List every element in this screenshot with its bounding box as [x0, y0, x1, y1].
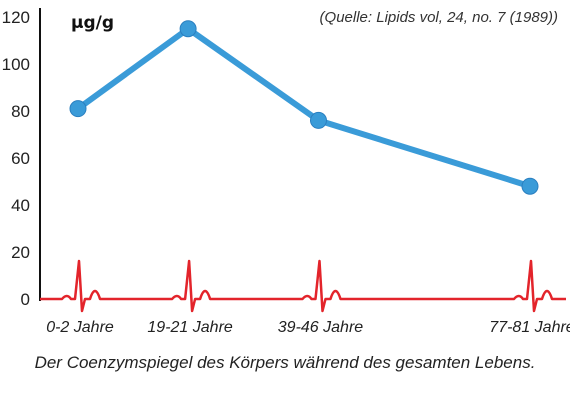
data-point [521, 177, 539, 195]
x-tick-label: 77-81 Jahre [489, 319, 570, 336]
data-point [179, 20, 197, 38]
y-tick-label: 100 [2, 55, 30, 74]
y-axis-unit-label: µg/g [71, 13, 114, 33]
y-tick-label: 80 [11, 102, 30, 121]
y-tick-label: 0 [21, 290, 30, 309]
chart-caption: Der Coenzymspiegel des Körpers während d… [34, 353, 536, 372]
x-tick-label: 39-46 Jahre [278, 319, 363, 336]
y-tick-label: 40 [11, 196, 30, 215]
y-tick-label: 60 [11, 149, 30, 168]
series-line [75, 25, 533, 190]
x-axis-tick-labels: 0-2 Jahre 19-21 Jahre 39-46 Jahre 77-81 Jah… [46, 319, 570, 336]
ecg-baseline-trace [40, 259, 566, 313]
x-tick-label: 0-2 Jahre [46, 319, 114, 336]
y-tick-label: 20 [11, 243, 30, 262]
data-point [69, 100, 87, 118]
data-point [309, 111, 327, 129]
source-note: (Quelle: Lipids vol, 24, no. 7 (1989)) [319, 9, 558, 26]
y-tick-label: 120 [2, 8, 30, 27]
series-line-group [69, 20, 539, 195]
y-axis-ticks: 0 20 40 60 80 100 120 [2, 8, 30, 309]
x-tick-label: 19-21 Jahre [147, 319, 232, 336]
